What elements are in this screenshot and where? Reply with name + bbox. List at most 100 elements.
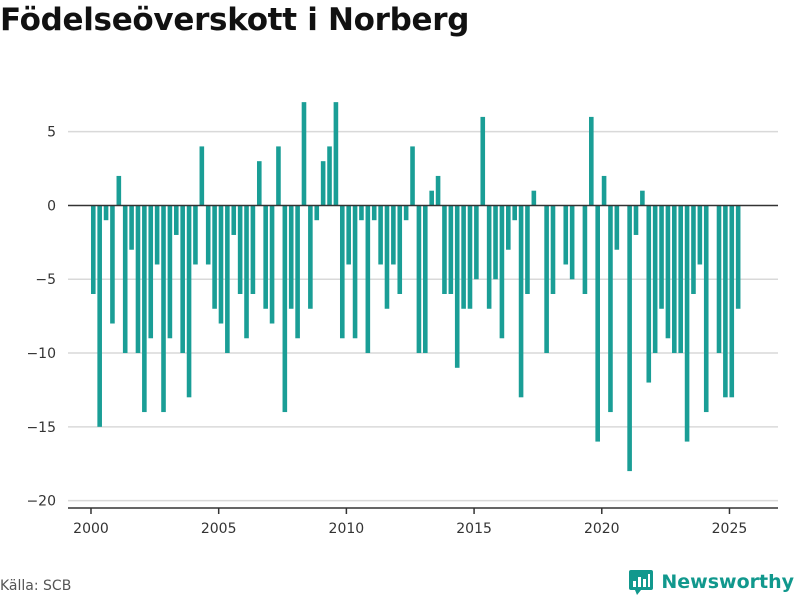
bar	[103, 205, 109, 221]
bar	[180, 205, 185, 354]
bar	[320, 161, 326, 206]
bar	[365, 205, 371, 354]
bar	[218, 205, 224, 324]
bar	[684, 205, 690, 442]
bar	[646, 205, 652, 383]
bar	[442, 205, 447, 294]
bar	[308, 205, 313, 309]
bar	[359, 205, 364, 221]
bar	[672, 205, 677, 354]
bar	[352, 205, 358, 339]
bar	[231, 205, 237, 235]
bar	[525, 205, 530, 294]
axes	[68, 204, 778, 514]
bar	[691, 205, 696, 294]
bar	[269, 205, 275, 324]
bar	[499, 205, 505, 339]
bar	[659, 205, 664, 309]
bar	[563, 205, 569, 265]
bar	[327, 146, 332, 206]
bar	[486, 205, 492, 309]
bar	[193, 205, 198, 265]
bar	[237, 205, 243, 294]
bar	[263, 205, 268, 309]
y-tick-label: 5	[47, 125, 56, 141]
bar	[531, 190, 537, 206]
bar	[346, 205, 351, 265]
bar	[116, 175, 122, 206]
bar	[678, 205, 683, 354]
bar	[295, 205, 300, 339]
bar	[384, 205, 390, 309]
y-tick-label: 0	[47, 198, 56, 214]
bar	[391, 205, 396, 265]
bar	[339, 205, 345, 339]
bar	[569, 205, 575, 280]
bar	[595, 205, 600, 442]
bar	[454, 205, 460, 368]
bar	[403, 205, 409, 221]
bar	[550, 205, 556, 294]
bar	[601, 175, 607, 206]
bar	[697, 205, 703, 265]
bar	[512, 205, 517, 221]
bar	[154, 205, 160, 265]
bar	[333, 102, 339, 206]
bar	[148, 205, 154, 339]
bar	[627, 205, 632, 472]
bar	[186, 205, 192, 398]
bar	[735, 205, 741, 309]
bar	[652, 205, 658, 354]
x-tick-label: 2025	[712, 521, 748, 537]
bar	[256, 161, 262, 206]
x-tick-label: 2010	[329, 521, 365, 537]
y-tick-label: −20	[26, 494, 56, 510]
bar	[544, 205, 549, 354]
bar	[110, 205, 115, 324]
bar	[276, 146, 281, 206]
bar	[314, 205, 320, 221]
x-tick-label: 2015	[456, 521, 492, 537]
y-tick-label: −5	[35, 272, 56, 288]
x-tick-label: 2020	[584, 521, 620, 537]
x-tick-label: 2000	[73, 521, 109, 537]
bar	[423, 205, 428, 354]
bar	[448, 205, 454, 294]
bar	[703, 205, 709, 413]
bar	[410, 146, 415, 206]
y-tick-label: −15	[26, 420, 56, 436]
bar	[589, 116, 594, 206]
bar	[435, 175, 441, 206]
bar	[97, 205, 102, 427]
bars	[90, 102, 741, 472]
bar	[90, 205, 96, 294]
bar	[506, 205, 511, 250]
bar	[122, 205, 128, 354]
bar	[633, 205, 639, 235]
source-label: Källa: SCB	[0, 578, 72, 594]
bar	[665, 205, 671, 339]
tick-labels: 5 0 −5 −10 −15 −20 2000 2005 2010 2015 2020 2025	[26, 125, 747, 537]
newsworthy-logo-icon	[629, 570, 654, 595]
bar	[518, 205, 524, 398]
bar	[205, 205, 211, 265]
bar	[288, 205, 294, 309]
bar	[142, 205, 147, 413]
brand-logo[interactable]: Newsworthy	[628, 569, 794, 595]
bar	[212, 205, 217, 309]
bar	[461, 205, 466, 309]
bar	[608, 205, 613, 413]
bar	[493, 205, 498, 280]
bar	[474, 205, 479, 280]
bar	[244, 205, 249, 339]
bar	[467, 205, 473, 309]
bar	[135, 205, 141, 354]
bar	[167, 205, 173, 339]
bar	[582, 205, 588, 294]
bar	[378, 205, 383, 265]
bar	[716, 205, 722, 354]
bar	[729, 205, 735, 398]
y-tick-label: −10	[26, 346, 56, 362]
bar	[416, 205, 422, 354]
bar	[723, 205, 728, 398]
